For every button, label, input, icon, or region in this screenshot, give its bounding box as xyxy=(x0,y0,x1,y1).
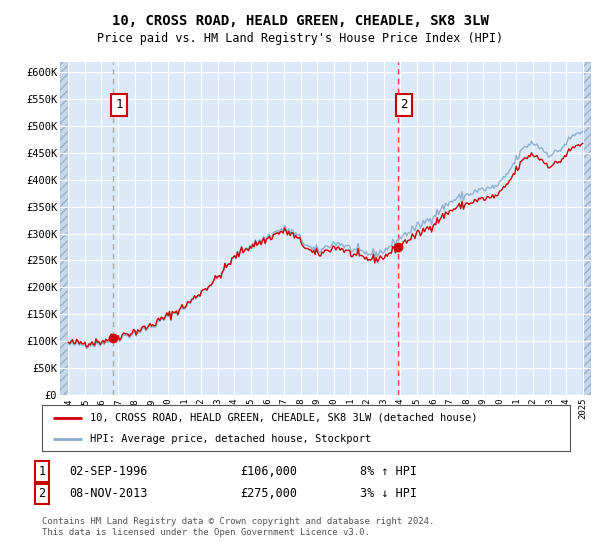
Text: HPI: Average price, detached house, Stockport: HPI: Average price, detached house, Stoc… xyxy=(89,435,371,444)
Bar xyxy=(583,62,591,395)
Text: 1: 1 xyxy=(115,99,123,111)
Text: 02-SEP-1996: 02-SEP-1996 xyxy=(69,465,148,478)
Text: 3% ↓ HPI: 3% ↓ HPI xyxy=(360,487,417,501)
Text: 8% ↑ HPI: 8% ↑ HPI xyxy=(360,465,417,478)
Bar xyxy=(583,62,591,395)
Text: 10, CROSS ROAD, HEALD GREEN, CHEADLE, SK8 3LW (detached house): 10, CROSS ROAD, HEALD GREEN, CHEADLE, SK… xyxy=(89,413,477,423)
Text: £106,000: £106,000 xyxy=(240,465,297,478)
Bar xyxy=(60,62,68,395)
Text: 2: 2 xyxy=(401,99,408,111)
Text: £275,000: £275,000 xyxy=(240,487,297,501)
Text: 1: 1 xyxy=(38,465,46,478)
Text: 10, CROSS ROAD, HEALD GREEN, CHEADLE, SK8 3LW: 10, CROSS ROAD, HEALD GREEN, CHEADLE, SK… xyxy=(112,14,488,28)
Text: Price paid vs. HM Land Registry's House Price Index (HPI): Price paid vs. HM Land Registry's House … xyxy=(97,32,503,45)
Bar xyxy=(60,62,68,395)
Text: 08-NOV-2013: 08-NOV-2013 xyxy=(69,487,148,501)
Text: 2: 2 xyxy=(38,487,46,501)
Text: Contains HM Land Registry data © Crown copyright and database right 2024.
This d: Contains HM Land Registry data © Crown c… xyxy=(42,517,434,537)
